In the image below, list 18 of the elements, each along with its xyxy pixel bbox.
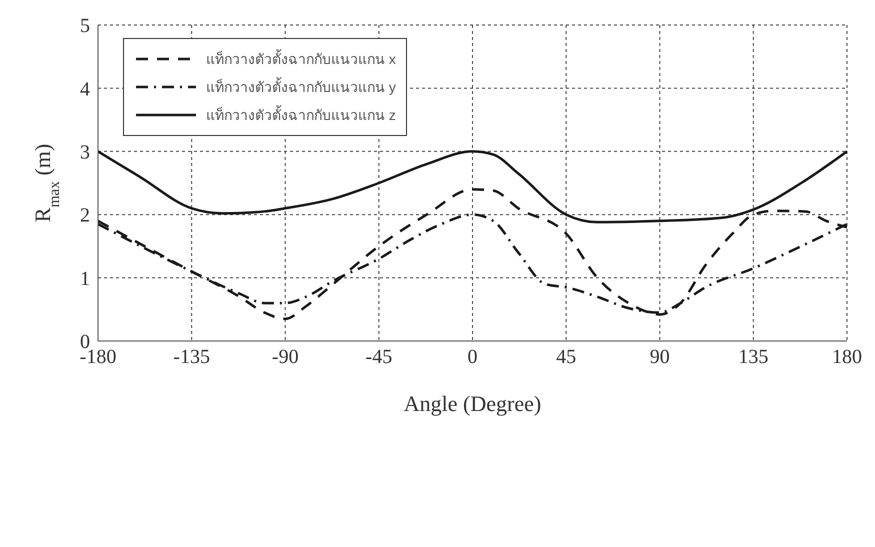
x-tick-label: -135 [173, 346, 210, 368]
x-tick-label: 45 [556, 346, 576, 368]
y-tick-label: 1 [80, 268, 90, 290]
y-tick-label: 2 [80, 204, 90, 227]
x-tick-label: 135 [738, 346, 768, 368]
x-tick-label: 90 [650, 346, 670, 368]
y-tick-label: 5 [80, 15, 90, 38]
y-tick-label: 0 [80, 331, 90, 354]
x-tick-label: 180 [832, 346, 862, 368]
x-tick-label: -90 [272, 346, 299, 368]
x-axis-title: Angle (Degree) [404, 391, 542, 416]
legend-label: แท็กวางตัวตั้งฉากกับแนวแกน x [206, 48, 396, 69]
y-tick-label: 3 [80, 142, 90, 164]
legend-label: แท็กวางตัวตั้งฉากกับแนวแกน z [206, 104, 396, 125]
x-tick-label: -45 [366, 346, 392, 368]
legend-label: แท็กวางตัวตั้งฉากกับแนวแกน y [206, 76, 396, 97]
x-tick-label: 0 [468, 346, 478, 368]
y-tick-label: 4 [80, 78, 90, 100]
